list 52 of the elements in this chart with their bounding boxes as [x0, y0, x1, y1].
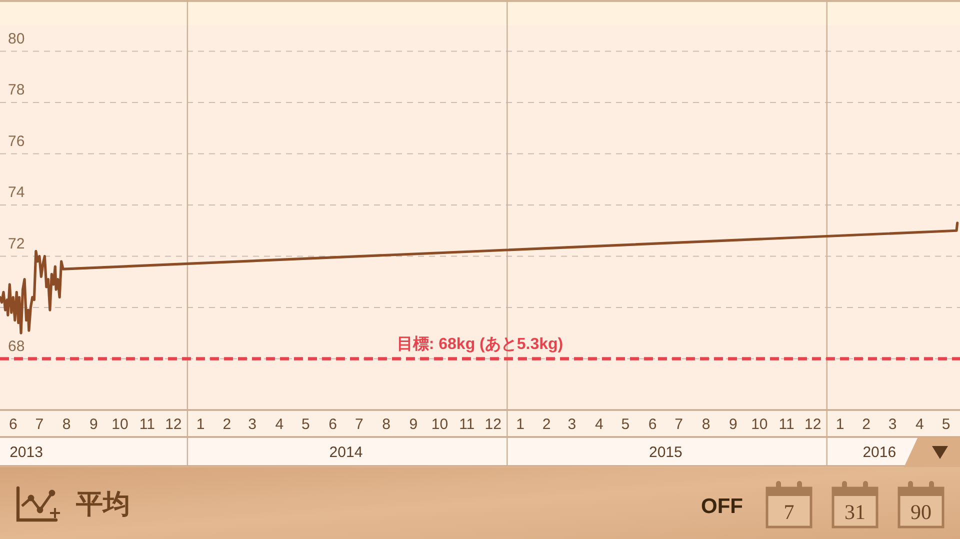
- annotation: 平均: [76, 489, 130, 519]
- xtick-label: 1: [836, 416, 844, 433]
- ytick-label: 72: [8, 235, 25, 252]
- xtick-label: 3: [568, 416, 576, 433]
- annotation: 31: [844, 500, 866, 524]
- xtick-label: 2: [222, 416, 232, 433]
- ref-line-label: 目標: 68kg (あと5.3kg): [396, 336, 564, 353]
- xtick-label: 6: [648, 416, 657, 433]
- x2tick-label: 2016: [862, 444, 896, 461]
- ytick-label: 76: [8, 132, 25, 150]
- x2tick-label: 2014: [329, 444, 363, 461]
- xtick-label: 12: [484, 416, 502, 433]
- xtick-label: 3: [888, 416, 897, 433]
- x2tick-label: 2013: [10, 444, 43, 461]
- x2tick-label: 2015: [649, 444, 682, 461]
- xtick-label: 2: [862, 416, 870, 433]
- xtick-label: 10: [751, 416, 768, 433]
- ytick-label: 80: [8, 30, 25, 48]
- xtick-label: 8: [382, 416, 390, 433]
- xtick-label: 5: [942, 416, 950, 433]
- xtick-label: 4: [275, 416, 284, 433]
- xtick-label: 9: [90, 416, 98, 433]
- xtick-label: 11: [139, 416, 155, 433]
- annotation: 7: [784, 500, 794, 524]
- xtick-label: 10: [112, 416, 128, 433]
- xtick-label: 1: [196, 416, 205, 433]
- xtick-label: 5: [302, 416, 310, 433]
- xtick-label: 11: [778, 416, 794, 433]
- xtick-label: 11: [459, 416, 475, 433]
- annotation: OFF: [701, 495, 743, 518]
- xtick-label: 9: [728, 416, 738, 433]
- xtick-label: 4: [594, 416, 604, 433]
- xtick-label: 6: [328, 416, 338, 433]
- xtick-label: 3: [248, 416, 256, 433]
- xtick-label: 7: [354, 416, 364, 433]
- ytick-label: 78: [8, 82, 25, 98]
- xtick-label: 10: [431, 416, 448, 433]
- xtick-label: 12: [165, 416, 182, 433]
- xtick-label: 1: [516, 416, 524, 433]
- ytick-label: 68: [8, 338, 25, 355]
- xtick-label: 7: [674, 416, 683, 433]
- xtick-label: 4: [916, 416, 924, 433]
- annotation: 90: [910, 500, 932, 524]
- xtick-label: 6: [8, 416, 18, 433]
- xtick-label: 8: [702, 416, 710, 433]
- xtick-label: 2: [542, 416, 551, 433]
- xtick-label: 9: [409, 416, 418, 433]
- xtick-label: 7: [35, 416, 44, 433]
- ytick-label: 74: [8, 184, 25, 201]
- xtick-label: 5: [621, 416, 630, 433]
- xtick-label: 12: [804, 416, 822, 433]
- xtick-label: 8: [62, 416, 71, 433]
